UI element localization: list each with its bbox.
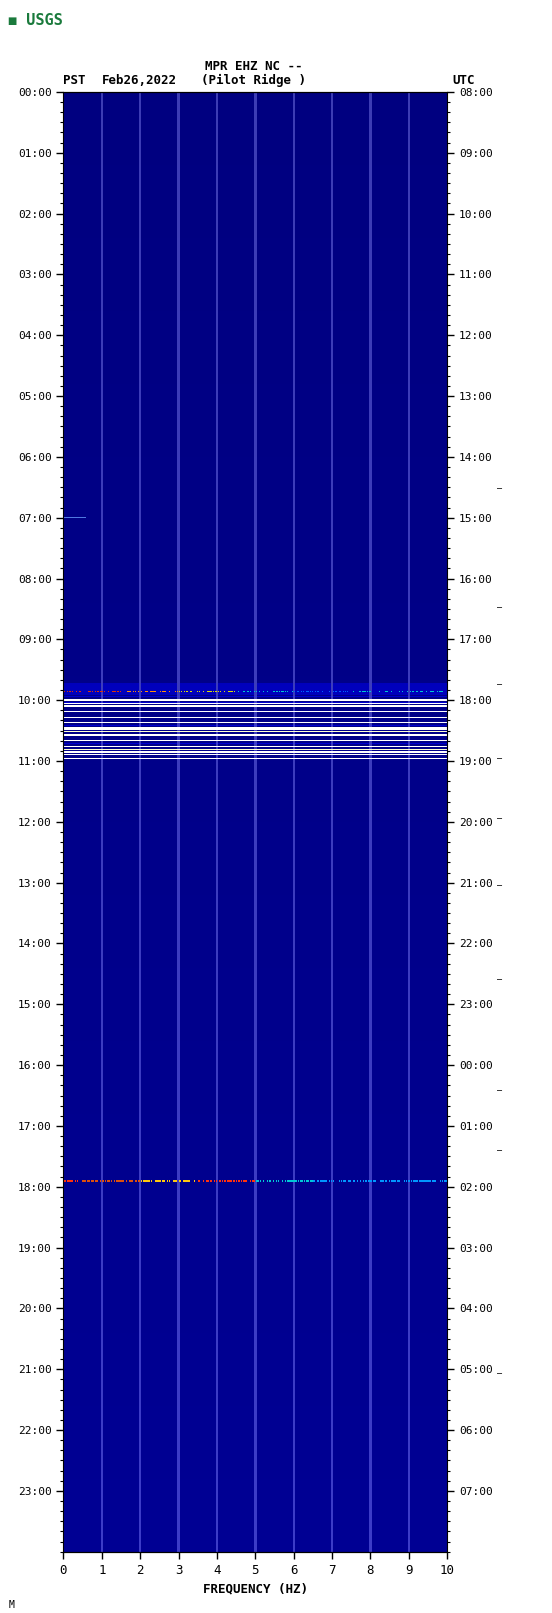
Text: MPR EHZ NC --: MPR EHZ NC -- [205, 60, 302, 73]
Text: PST: PST [63, 74, 86, 87]
Text: —: — [497, 1145, 502, 1155]
Text: —: — [497, 882, 502, 890]
Text: ◼ USGS: ◼ USGS [8, 13, 63, 27]
Text: —: — [497, 755, 502, 763]
Text: —: — [497, 1369, 502, 1378]
Text: —: — [497, 815, 502, 823]
Text: UTC: UTC [453, 74, 475, 87]
Text: (Pilot Ridge ): (Pilot Ridge ) [201, 74, 306, 87]
Text: —: — [497, 974, 502, 984]
Text: —: — [497, 1086, 502, 1095]
Text: —: — [497, 681, 502, 689]
Text: —: — [497, 603, 502, 611]
Text: —: — [497, 484, 502, 494]
Text: Feb26,2022: Feb26,2022 [102, 74, 177, 87]
X-axis label: FREQUENCY (HZ): FREQUENCY (HZ) [203, 1582, 308, 1595]
Text: M: M [8, 1600, 14, 1610]
